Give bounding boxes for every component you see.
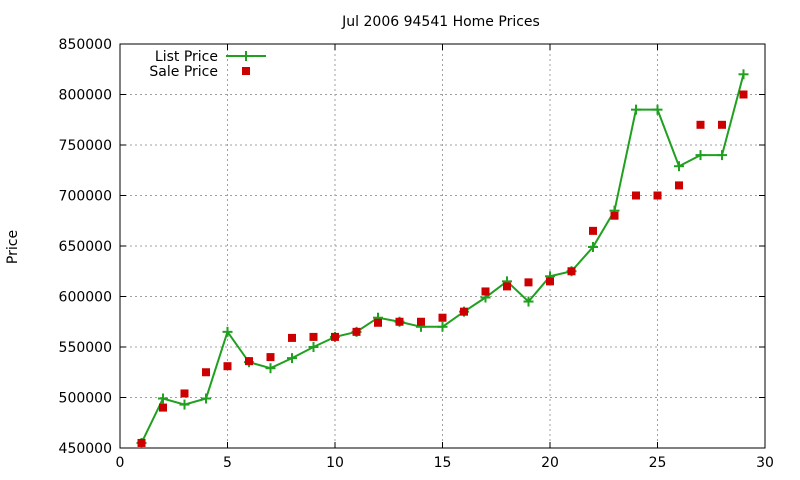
sale-price-point: [546, 277, 554, 286]
list-price-point: [695, 150, 706, 161]
x-tick-label: 30: [756, 455, 774, 471]
grid-lines: [120, 44, 765, 448]
list-price-point: [179, 399, 190, 410]
list-price-point: [717, 150, 727, 161]
sale-price-point: [675, 181, 683, 190]
series-layer: [136, 69, 749, 448]
chart-title: Jul 2006 94541 Home Prices: [341, 14, 540, 30]
sale-price-point: [309, 332, 318, 341]
sale-price-point: [352, 327, 361, 336]
series-sale-price: [137, 90, 748, 447]
legend-marker: [242, 67, 250, 75]
x-tick-label: 15: [434, 455, 452, 471]
sale-price-point: [481, 287, 490, 296]
sale-price-point: [223, 362, 232, 371]
x-tick-label: 5: [223, 455, 232, 471]
legend-marker: [241, 51, 251, 61]
list-price-point: [738, 69, 749, 80]
sale-price-point: [460, 307, 468, 316]
y-tick-label: 650000: [59, 239, 112, 255]
sale-price-point: [180, 389, 189, 398]
list-price-point: [437, 321, 448, 332]
x-tick-label: 0: [116, 455, 125, 471]
y-tick-label: 850000: [59, 37, 112, 53]
sale-price-point: [589, 226, 597, 235]
list-price-point: [265, 363, 276, 374]
axis-ticks: 0 5 10 15 20 25 30 450000 500000 550000 600000 6500…: [59, 37, 774, 471]
list-price-point: [201, 393, 211, 404]
y-tick-label: 500000: [59, 391, 112, 407]
y-tick-label: 450000: [59, 441, 112, 457]
y-tick-label: 700000: [59, 189, 112, 205]
sale-price-point: [331, 332, 339, 341]
y-axis-label: Price: [5, 230, 21, 264]
list-price-point: [652, 104, 663, 115]
y-tick-label: 750000: [59, 138, 112, 154]
sale-price-point: [245, 357, 253, 366]
sale-price-point: [159, 403, 167, 412]
sale-price-point: [137, 438, 146, 447]
x-tick-label: 25: [649, 455, 667, 471]
sale-price-point: [653, 191, 662, 200]
y-tick-label: 800000: [59, 88, 112, 104]
list-price-point: [674, 161, 684, 172]
sale-price-point: [202, 368, 210, 377]
legend-label: List Price: [155, 49, 218, 65]
list-price-point: [523, 296, 534, 307]
list-price-point: [222, 326, 233, 337]
sale-price-point: [567, 267, 576, 276]
sale-price-point: [718, 120, 726, 129]
y-tick-label: 550000: [59, 340, 112, 356]
sale-price-point: [503, 282, 511, 291]
list-price-point: [588, 242, 598, 253]
sale-price-point: [632, 191, 640, 200]
y-tick-label: 600000: [59, 290, 112, 306]
sale-price-point: [610, 211, 619, 220]
list-price-point: [631, 104, 641, 115]
sale-price-point: [739, 90, 748, 99]
series-list-price: [136, 69, 749, 448]
sale-price-point: [266, 353, 275, 362]
sale-price-point: [374, 318, 382, 327]
sale-price-point: [438, 313, 447, 322]
sale-price-point: [395, 317, 404, 326]
legend-label: Sale Price: [149, 64, 218, 80]
list-price-point: [308, 342, 319, 352]
sale-price-point: [524, 278, 533, 287]
sale-price-point: [417, 317, 425, 326]
sale-price-point: [288, 333, 296, 342]
x-tick-label: 10: [326, 455, 344, 471]
x-tick-label: 20: [541, 455, 559, 471]
sale-price-point: [696, 120, 705, 129]
list-price-point: [287, 353, 297, 364]
list-price-point: [158, 393, 168, 404]
